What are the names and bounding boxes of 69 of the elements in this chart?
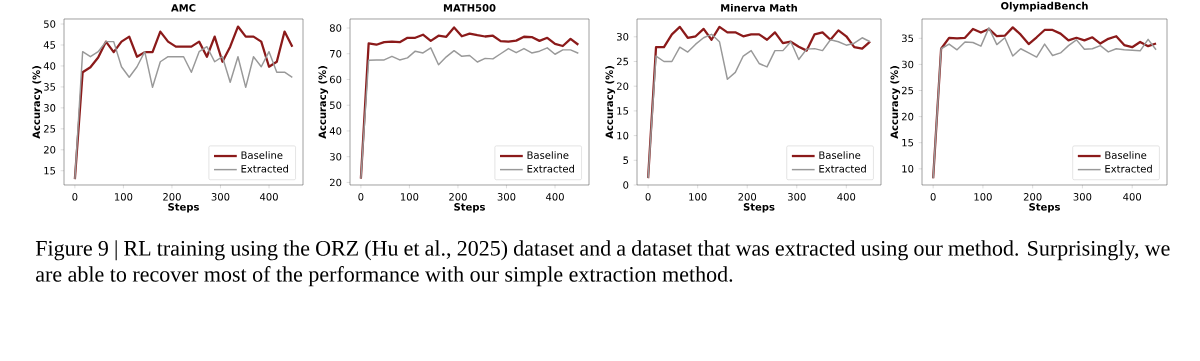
x-tick-label: 300 (211, 193, 230, 201)
y-tick-label: 5 (623, 156, 629, 165)
caption: Figure 9 | RL training using the ORZ (Hu et al., 2025) dataset and a dataset that was extracted using our method. Surprisingly, we are able to recover most of the performance with our simple extraction method. (35, 240, 1170, 287)
y-tick-label: 35 (901, 34, 914, 43)
x-tick-label: 0 (930, 193, 936, 201)
y-tick-label: 0 (623, 181, 629, 189)
y-tick-label: 35 (43, 83, 56, 91)
y-tick-label: 20 (616, 82, 629, 90)
x-axis-title: Steps (454, 203, 485, 213)
chart-title: MATH500 (443, 4, 496, 12)
x-tick-label: 100 (689, 193, 707, 201)
y-tick-label: 15 (902, 139, 914, 147)
x-tick-label: 200 (1023, 193, 1042, 201)
chart-title: AMC (171, 4, 196, 12)
y-axis-title: Accuracy (%) (318, 66, 329, 139)
legend-label: Baseline (1105, 151, 1147, 159)
x-tick-label: 300 (497, 193, 516, 201)
y-axis-title: Accuracy (%) (32, 66, 43, 139)
y-tick-label: 30 (329, 152, 342, 161)
x-tick-label: 0 (72, 193, 78, 201)
legend-label: Extracted (527, 164, 574, 173)
legend-label: Extracted (241, 164, 288, 173)
legend-label: Extracted (1105, 164, 1152, 173)
legend-label: Baseline (241, 151, 283, 159)
x-tick-label: 300 (787, 193, 806, 201)
legend-label: Baseline (819, 151, 861, 159)
x-tick-label: 100 (114, 193, 133, 201)
x-tick-label: 400 (837, 193, 856, 201)
y-tick-label: 30 (616, 33, 629, 41)
y-tick-label: 40 (43, 62, 56, 70)
x-axis-title: Steps (1029, 203, 1060, 213)
y-tick-label: 10 (617, 131, 629, 140)
y-tick-label: 25 (901, 86, 914, 95)
x-tick-label: 0 (645, 193, 651, 201)
x-tick-label: 200 (738, 193, 757, 201)
legend-label: Extracted (819, 164, 866, 173)
x-axis-title: Steps (168, 203, 199, 213)
chart-title: OlympiadBench (1001, 1, 1088, 12)
y-tick-label: 30 (901, 60, 914, 69)
y-tick-label: 20 (329, 178, 342, 187)
y-tick-label: 50 (44, 20, 56, 28)
y-tick-label: 60 (329, 75, 342, 84)
y-tick-label: 20 (901, 112, 914, 121)
y-tick-label: 25 (616, 57, 629, 66)
legend-label: Baseline (527, 151, 569, 159)
chart-title: Minerva Math (721, 3, 797, 12)
x-tick-label: 100 (974, 193, 992, 201)
x-tick-label: 300 (1073, 193, 1092, 201)
y-tick-label: 45 (43, 41, 56, 49)
x-tick-label: 200 (163, 193, 181, 201)
x-tick-label: 100 (400, 193, 419, 201)
y-tick-label: 30 (43, 104, 56, 112)
x-tick-label: 400 (259, 193, 278, 201)
y-tick-label: 15 (44, 167, 56, 175)
y-axis-title: Accuracy (%) (605, 66, 616, 139)
x-tick-label: 400 (1123, 193, 1142, 201)
x-tick-label: 200 (449, 193, 467, 201)
y-tick-label: 80 (329, 24, 342, 32)
y-tick-label: 15 (617, 107, 629, 115)
y-tick-label: 10 (902, 165, 914, 173)
y-tick-label: 50 (330, 101, 342, 109)
x-axis-title: Steps (743, 203, 775, 213)
y-tick-label: 70 (330, 49, 342, 58)
x-tick-label: 400 (545, 193, 564, 201)
y-axis-title: Accuracy (%) (890, 66, 901, 139)
y-tick-label: 20 (43, 146, 56, 154)
x-tick-label: 0 (358, 193, 364, 201)
y-tick-label: 40 (329, 127, 342, 135)
y-tick-label: 25 (43, 125, 56, 133)
